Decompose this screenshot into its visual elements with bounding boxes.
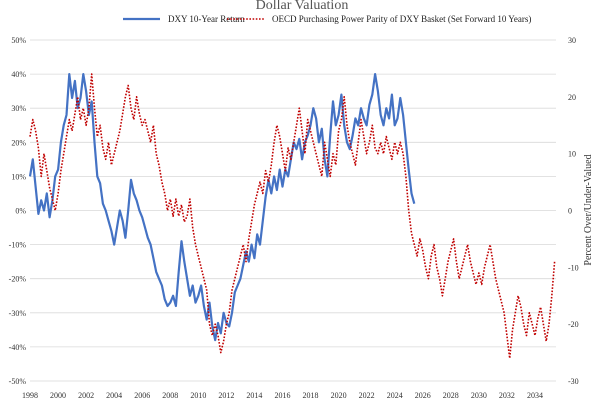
chart-title: Dollar Valuation	[256, 0, 349, 13]
y-right-tick-label: -30	[568, 377, 579, 386]
y-right-tick-label: 10	[568, 150, 576, 159]
tick-labels: 50% 40% 30% 20% 10% 0% -10% -20% -30% -40% -50% 30 2…	[9, 36, 579, 400]
x-tick-label: 2034	[527, 391, 543, 400]
y-left-tick-label: -50%	[9, 377, 27, 386]
series-line-dxy	[28, 73, 416, 342]
y-left-tick-label: -30%	[9, 309, 27, 318]
legend-label-oecd: OECD Purchasing Power Parity of DXY Bask…	[272, 14, 531, 24]
x-tick-label: 2026	[415, 391, 431, 400]
x-tick-label: 2024	[387, 391, 403, 400]
series-layer	[28, 73, 556, 360]
x-tick-label: 2030	[471, 391, 487, 400]
gridlines	[30, 39, 556, 382]
x-tick-label: 2010	[190, 391, 206, 400]
x-tick-label: 2012	[218, 391, 234, 400]
y-axis-title-right: Percent Over/Under-Valued	[583, 154, 594, 265]
x-tick-label: 2008	[162, 391, 178, 400]
x-tick-label: 2002	[78, 391, 94, 400]
x-tick-label: 2000	[50, 391, 66, 400]
y-left-tick-label: 50%	[11, 36, 26, 45]
x-tick-label: 2028	[443, 391, 459, 400]
x-tick-label: 2022	[359, 391, 375, 400]
y-right-tick-label: 20	[568, 93, 576, 102]
legend-label-dxy: DXY 10-Year Return	[168, 14, 245, 24]
y-left-tick-label: -10%	[9, 241, 27, 250]
series-line-oecd	[29, 73, 556, 360]
x-tick-label: 2016	[274, 391, 290, 400]
y-left-tick-label: -20%	[9, 275, 27, 284]
x-tick-label: 2032	[499, 391, 515, 400]
legend: DXY 10-Year Return OECD Purchasing Power…	[123, 14, 531, 24]
x-tick-label: 2004	[106, 391, 122, 400]
x-tick-label: 2014	[246, 391, 262, 400]
y-right-tick-label: 0	[568, 207, 572, 216]
y-right-tick-label: 30	[568, 36, 576, 45]
x-tick-label: 2006	[134, 391, 150, 400]
y-left-tick-label: 10%	[11, 172, 26, 181]
y-left-tick-label: 0%	[15, 207, 26, 216]
x-tick-label: 1998	[22, 391, 38, 400]
x-tick-label: 2020	[331, 391, 347, 400]
y-left-tick-label: 40%	[11, 70, 26, 79]
y-left-tick-label: -40%	[9, 343, 27, 352]
y-right-tick-label: -10	[568, 263, 579, 272]
y-left-tick-label: 30%	[11, 104, 26, 113]
x-tick-label: 2018	[303, 391, 319, 400]
y-left-tick-label: 20%	[11, 138, 26, 147]
y-right-tick-label: -20	[568, 320, 579, 329]
